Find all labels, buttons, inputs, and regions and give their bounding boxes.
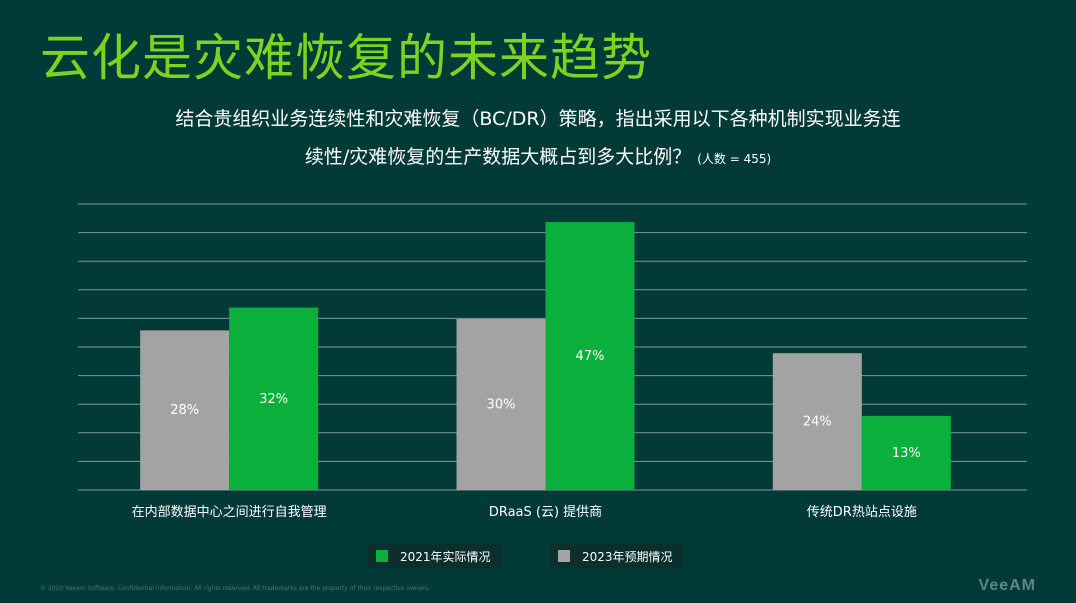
bar-2021 bbox=[861, 415, 951, 490]
legend-swatch-2021 bbox=[376, 550, 388, 562]
data-label: 13% bbox=[892, 446, 921, 461]
bar-2023 bbox=[772, 353, 862, 490]
bar-2021 bbox=[229, 307, 319, 490]
subtitle-line-2-text: 续性/灾难恢复的生产数据大概占到多大比例？ bbox=[304, 146, 692, 168]
data-label: 32% bbox=[259, 392, 288, 407]
legend-item-2023: 2023年预期情况 bbox=[550, 544, 683, 568]
data-label: 30% bbox=[487, 398, 516, 413]
data-label: 24% bbox=[803, 415, 832, 430]
slide-title: 云化是灾难恢复的未来趋势 bbox=[40, 29, 652, 87]
data-label: 47% bbox=[576, 349, 605, 364]
bar-2023 bbox=[140, 330, 230, 490]
subtitle-line-2: 续性/灾难恢复的生产数据大概占到多大比例？ (人数 = 455) bbox=[0, 142, 1076, 169]
legend-swatch-2023 bbox=[558, 550, 570, 562]
category-label: DRaaS (云) 提供商 bbox=[489, 504, 602, 520]
category-label: 在内部数据中心之间进行自我管理 bbox=[132, 504, 327, 520]
legend-item-2021: 2021年实际情况 bbox=[368, 544, 501, 568]
bar-2021 bbox=[545, 222, 635, 490]
respondent-count: (人数 = 455) bbox=[697, 152, 772, 166]
veeam-logo: VeeAM bbox=[978, 577, 1036, 594]
legend-label-2021: 2021年实际情况 bbox=[400, 549, 491, 564]
copyright-footer: © 2020 Veeam Software. Confidential info… bbox=[40, 585, 430, 592]
subtitle-line-1: 结合贵组织业务连续性和灾难恢复（BC/DR）策略，指出采用以下各种机制实现业务连 bbox=[175, 108, 901, 130]
bar-2023 bbox=[456, 319, 546, 490]
legend-label-2023: 2023年预期情况 bbox=[582, 549, 673, 564]
data-label: 28% bbox=[170, 403, 199, 418]
category-label: 传统DR热站点设施 bbox=[807, 505, 917, 520]
